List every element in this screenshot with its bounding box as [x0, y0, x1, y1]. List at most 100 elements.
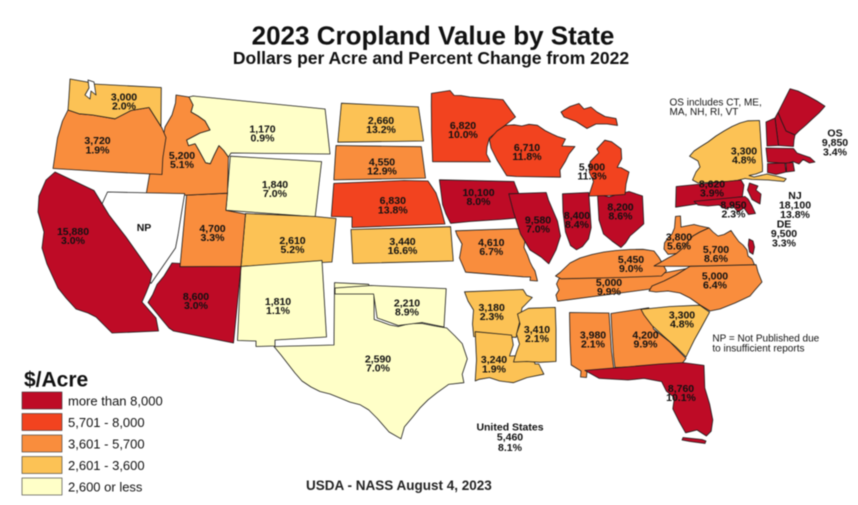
svg-text:9,850: 9,850: [822, 137, 848, 149]
svg-text:9.0%: 9.0%: [619, 263, 644, 275]
svg-text:2.1%: 2.1%: [525, 333, 550, 345]
svg-text:United States: United States: [476, 421, 543, 433]
svg-text:3,440: 3,440: [389, 236, 415, 248]
svg-text:1.9%: 1.9%: [482, 363, 507, 375]
svg-text:5.1%: 5.1%: [170, 159, 195, 171]
svg-text:0.9%: 0.9%: [251, 133, 276, 145]
svg-text:1,840: 1,840: [262, 179, 288, 191]
svg-text:4,700: 4,700: [199, 223, 225, 235]
svg-text:3,180: 3,180: [479, 302, 505, 314]
svg-text:5,000: 5,000: [702, 271, 728, 283]
svg-text:1.9%: 1.9%: [86, 144, 111, 156]
svg-text:3,300: 3,300: [669, 310, 695, 322]
svg-text:6.7%: 6.7%: [479, 246, 504, 258]
svg-text:5,000: 5,000: [596, 277, 622, 289]
svg-text:11.3%: 11.3%: [577, 171, 607, 183]
svg-text:2.3%: 2.3%: [722, 209, 747, 221]
svg-text:7.0%: 7.0%: [263, 188, 288, 200]
svg-text:3.9%: 3.9%: [700, 188, 725, 200]
svg-text:2,610: 2,610: [279, 235, 305, 247]
svg-text:4,550: 4,550: [369, 157, 395, 169]
svg-text:1,810: 1,810: [265, 296, 291, 308]
svg-text:2.1%: 2.1%: [581, 339, 606, 351]
svg-text:8.1%: 8.1%: [498, 442, 523, 454]
svg-text:2,600 or less: 2,600 or less: [68, 480, 143, 495]
svg-text:2023 Cropland Value by State: 2023 Cropland Value by State: [252, 21, 615, 51]
svg-text:10.0%: 10.0%: [448, 129, 478, 141]
svg-text:5,200: 5,200: [169, 150, 195, 162]
svg-text:5.2%: 5.2%: [281, 244, 306, 256]
svg-text:2.0%: 2.0%: [112, 101, 137, 113]
svg-text:NP: NP: [137, 222, 152, 234]
svg-text:15,880: 15,880: [57, 226, 89, 238]
svg-text:2,601 - 3,600: 2,601 - 3,600: [68, 458, 145, 473]
svg-text:OS: OS: [827, 128, 842, 140]
svg-text:10,100: 10,100: [462, 187, 494, 199]
svg-text:5.6%: 5.6%: [667, 241, 692, 253]
svg-text:8.6%: 8.6%: [704, 253, 729, 265]
svg-text:2,660: 2,660: [368, 115, 394, 127]
svg-text:8.6%: 8.6%: [609, 211, 634, 223]
svg-text:3,410: 3,410: [524, 324, 550, 336]
svg-text:8,400: 8,400: [564, 210, 590, 222]
svg-text:7.0%: 7.0%: [526, 224, 551, 236]
svg-text:4.8%: 4.8%: [670, 319, 695, 331]
svg-text:Dollars per Acre and Percent C: Dollars per Acre and Percent Change from…: [233, 48, 629, 68]
svg-text:3.4%: 3.4%: [823, 147, 848, 159]
svg-text:18,100: 18,100: [779, 200, 811, 212]
svg-text:16.6%: 16.6%: [388, 245, 418, 257]
svg-text:6,710: 6,710: [514, 142, 540, 154]
svg-text:3,240: 3,240: [481, 354, 507, 366]
svg-text:2.3%: 2.3%: [480, 311, 505, 323]
svg-text:8,600: 8,600: [183, 291, 209, 303]
svg-text:5,701 - 8,000: 5,701 - 8,000: [68, 415, 145, 430]
svg-text:more than 8,000: more than 8,000: [68, 394, 163, 409]
svg-text:6,820: 6,820: [450, 120, 476, 132]
svg-text:NJ: NJ: [788, 190, 802, 202]
svg-text:3.3%: 3.3%: [772, 238, 797, 250]
svg-text:3,300: 3,300: [731, 146, 757, 158]
svg-text:4,610: 4,610: [478, 237, 504, 249]
svg-text:4,200: 4,200: [632, 330, 658, 342]
svg-text:DE: DE: [777, 219, 792, 231]
svg-text:9,500: 9,500: [771, 228, 797, 240]
svg-text:to insufficient reports: to insufficient reports: [712, 343, 804, 354]
svg-text:$/Acre: $/Acre: [24, 369, 88, 392]
svg-text:3.0%: 3.0%: [184, 300, 209, 312]
svg-text:10.1%: 10.1%: [666, 392, 696, 404]
svg-text:3,980: 3,980: [580, 330, 606, 342]
svg-text:2,210: 2,210: [394, 298, 420, 310]
svg-text:13.8%: 13.8%: [780, 209, 810, 221]
svg-text:1,170: 1,170: [249, 124, 275, 136]
svg-text:8,200: 8,200: [607, 201, 633, 213]
svg-text:5,900: 5,900: [579, 161, 605, 173]
svg-text:USDA - NASS August 4, 2023: USDA - NASS August 4, 2023: [306, 478, 492, 493]
svg-text:3,000: 3,000: [111, 91, 137, 103]
svg-text:7.0%: 7.0%: [366, 363, 391, 375]
svg-text:13.8%: 13.8%: [378, 204, 408, 216]
svg-text:3,720: 3,720: [84, 135, 110, 147]
svg-text:3.0%: 3.0%: [61, 235, 86, 247]
svg-text:9.9%: 9.9%: [597, 286, 622, 298]
svg-text:8.4%: 8.4%: [565, 219, 590, 231]
svg-text:6,830: 6,830: [380, 195, 406, 207]
svg-text:5,450: 5,450: [618, 254, 644, 266]
svg-text:6.4%: 6.4%: [703, 280, 728, 292]
svg-text:11.8%: 11.8%: [512, 151, 542, 163]
svg-text:8,760: 8,760: [668, 383, 694, 395]
svg-text:4.8%: 4.8%: [732, 155, 757, 167]
svg-text:3,601 - 5,700: 3,601 - 5,700: [68, 437, 145, 452]
svg-text:3,800: 3,800: [666, 232, 692, 244]
svg-text:5,460: 5,460: [497, 432, 523, 444]
svg-text:2,590: 2,590: [365, 353, 391, 365]
svg-text:8,950: 8,950: [720, 200, 746, 212]
svg-text:8,620: 8,620: [699, 179, 725, 191]
svg-text:NP = Not Published due: NP = Not Published due: [712, 334, 819, 345]
svg-text:1.1%: 1.1%: [266, 305, 291, 317]
svg-text:3.3%: 3.3%: [201, 232, 226, 244]
svg-text:9,580: 9,580: [525, 215, 551, 227]
svg-text:OS includes CT, ME,: OS includes CT, ME,: [670, 98, 762, 109]
svg-text:13.2%: 13.2%: [366, 124, 396, 136]
svg-text:8.0%: 8.0%: [467, 196, 492, 208]
svg-text:5,700: 5,700: [703, 244, 729, 256]
